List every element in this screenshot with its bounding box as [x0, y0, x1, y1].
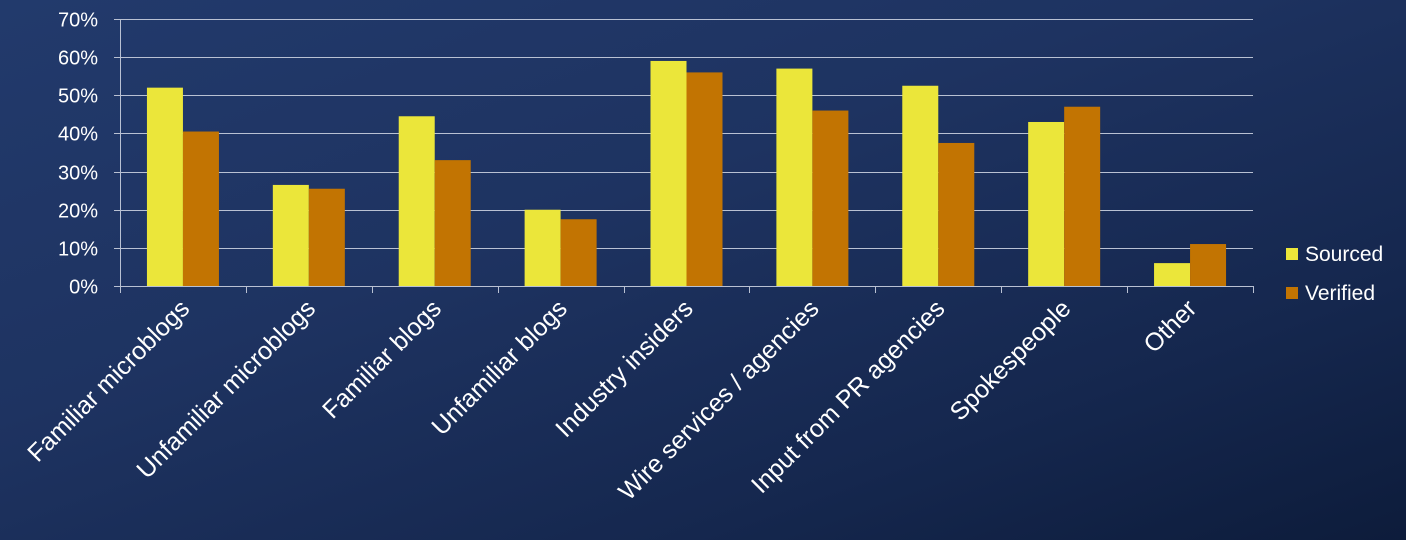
bar-sourced	[650, 60, 687, 287]
x-axis	[120, 19, 1254, 293]
y-tick-label: 50%	[58, 86, 98, 108]
y-tick-label: 60%	[58, 48, 98, 70]
bar-sourced	[272, 184, 309, 286]
bar-sourced	[398, 116, 435, 286]
y-tick-label: 10%	[58, 239, 98, 261]
legend-label-sourced: Sourced	[1305, 243, 1383, 266]
legend-swatch-verified	[1286, 287, 1298, 299]
y-axis-tick-labels: 0% 10% 20% 30% 40% 50% 60% 70%	[58, 10, 98, 299]
x-category-label: Familiar blogs	[317, 294, 447, 424]
bar-sourced	[524, 209, 561, 286]
bar-verified	[1064, 106, 1101, 286]
y-tick-label: 20%	[58, 201, 98, 223]
bar-sourced	[902, 85, 939, 286]
legend: Sourced Verified	[1286, 243, 1383, 305]
bar-verified	[308, 188, 345, 286]
bar-verified	[434, 160, 471, 286]
bar-sourced	[1028, 121, 1065, 286]
legend-label-verified: Verified	[1305, 282, 1375, 305]
bars	[146, 60, 1227, 287]
bar-verified	[686, 72, 723, 287]
y-tick-label: 70%	[58, 10, 98, 32]
y-tick-label: 40%	[58, 124, 98, 146]
x-category-label: Industry insiders	[550, 294, 699, 443]
y-tick-label: 30%	[58, 163, 98, 185]
bar-sourced	[1154, 263, 1191, 286]
x-category-label: Other	[1138, 294, 1202, 358]
y-tick-label: 0%	[69, 277, 98, 299]
bar-verified	[1190, 244, 1227, 286]
x-category-label: Spokespeople	[945, 294, 1077, 426]
x-category-label: Unfamiliar blogs	[426, 294, 573, 441]
bar-sourced	[776, 68, 813, 286]
x-category-label: Wire services / agencies	[613, 294, 824, 505]
bar-verified	[560, 219, 597, 286]
bar-verified	[938, 142, 975, 286]
bar-verified	[812, 110, 849, 287]
bar-sourced	[146, 87, 183, 287]
legend-swatch-sourced	[1286, 248, 1298, 260]
bar-verified	[182, 131, 219, 286]
